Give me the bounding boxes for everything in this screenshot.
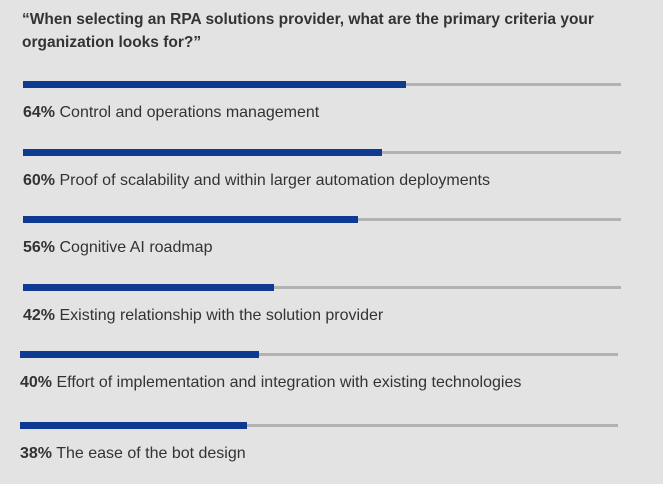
bar-item: 56% Cognitive AI roadmap bbox=[23, 216, 623, 278]
bar-value-label: 56% bbox=[23, 239, 56, 256]
bar-value-label: 38% bbox=[20, 445, 53, 462]
bar bbox=[20, 351, 259, 358]
bar-track bbox=[20, 351, 618, 358]
bar-category-label: The ease of the bot design bbox=[56, 445, 246, 462]
bar-category-label: Proof of scalability and within larger a… bbox=[59, 172, 490, 189]
bar-value-label: 60% bbox=[23, 172, 56, 189]
bar-item: 60% Proof of scalability and within larg… bbox=[23, 149, 623, 211]
bar-track bbox=[23, 149, 621, 156]
bar-item: 38% The ease of the bot design bbox=[20, 422, 620, 484]
bar-label: 60% Proof of scalability and within larg… bbox=[23, 171, 490, 191]
bar-value-label: 64% bbox=[23, 104, 56, 121]
bar-item: 64% Control and operations management bbox=[23, 81, 623, 143]
bar-category-label: Control and operations management bbox=[59, 104, 320, 121]
bar-item: 42% Existing relationship with the solut… bbox=[23, 284, 623, 346]
bar-value-label: 40% bbox=[20, 374, 53, 391]
bar bbox=[23, 81, 406, 88]
bar bbox=[23, 216, 358, 223]
bar-track bbox=[23, 216, 621, 223]
bar-track bbox=[20, 422, 618, 429]
bar-category-label: Existing relationship with the solution … bbox=[59, 307, 384, 324]
bar bbox=[23, 284, 274, 291]
bar-label: 56% Cognitive AI roadmap bbox=[23, 238, 212, 258]
bar-item: 40% Effort of implementation and integra… bbox=[20, 351, 620, 413]
chart-title: “When selecting an RPA solutions provide… bbox=[22, 11, 594, 51]
bar-category-label: Effort of implementation and integration… bbox=[56, 374, 522, 391]
bar-track bbox=[23, 81, 621, 88]
bar-label: 64% Control and operations management bbox=[23, 103, 319, 123]
bar-label: 42% Existing relationship with the solut… bbox=[23, 306, 383, 326]
bar-category-label: Cognitive AI roadmap bbox=[59, 239, 213, 256]
bar-label: 38% The ease of the bot design bbox=[20, 444, 246, 464]
bar bbox=[23, 149, 382, 156]
bar-track bbox=[23, 284, 621, 291]
bar bbox=[20, 422, 247, 429]
bar-label: 40% Effort of implementation and integra… bbox=[20, 373, 521, 393]
bar-value-label: 42% bbox=[23, 307, 56, 324]
